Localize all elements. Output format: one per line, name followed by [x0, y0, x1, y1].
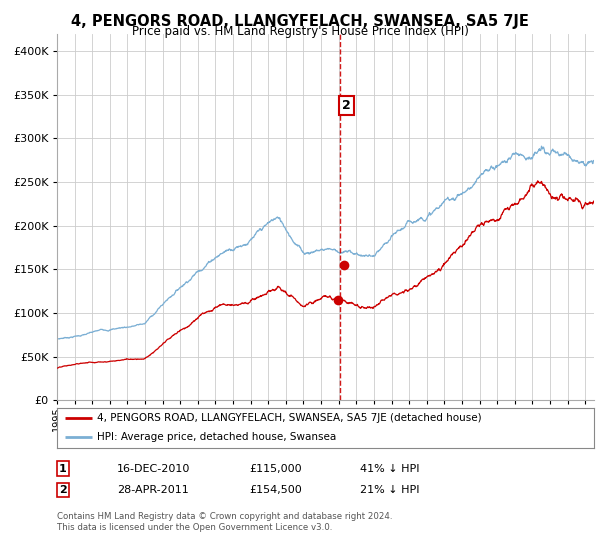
- Text: £115,000: £115,000: [249, 464, 302, 474]
- Text: 1: 1: [59, 464, 67, 474]
- Text: Price paid vs. HM Land Registry's House Price Index (HPI): Price paid vs. HM Land Registry's House …: [131, 25, 469, 38]
- Text: 41% ↓ HPI: 41% ↓ HPI: [360, 464, 419, 474]
- Text: 16-DEC-2010: 16-DEC-2010: [117, 464, 190, 474]
- Text: Contains HM Land Registry data © Crown copyright and database right 2024.
This d: Contains HM Land Registry data © Crown c…: [57, 512, 392, 532]
- Text: £154,500: £154,500: [249, 485, 302, 495]
- Text: 2: 2: [342, 99, 351, 111]
- Text: 2: 2: [59, 485, 67, 495]
- Text: HPI: Average price, detached house, Swansea: HPI: Average price, detached house, Swan…: [97, 432, 337, 442]
- Text: 4, PENGORS ROAD, LLANGYFELACH, SWANSEA, SA5 7JE (detached house): 4, PENGORS ROAD, LLANGYFELACH, SWANSEA, …: [97, 413, 482, 423]
- Text: 28-APR-2011: 28-APR-2011: [117, 485, 189, 495]
- Text: 21% ↓ HPI: 21% ↓ HPI: [360, 485, 419, 495]
- Text: 4, PENGORS ROAD, LLANGYFELACH, SWANSEA, SA5 7JE: 4, PENGORS ROAD, LLANGYFELACH, SWANSEA, …: [71, 14, 529, 29]
